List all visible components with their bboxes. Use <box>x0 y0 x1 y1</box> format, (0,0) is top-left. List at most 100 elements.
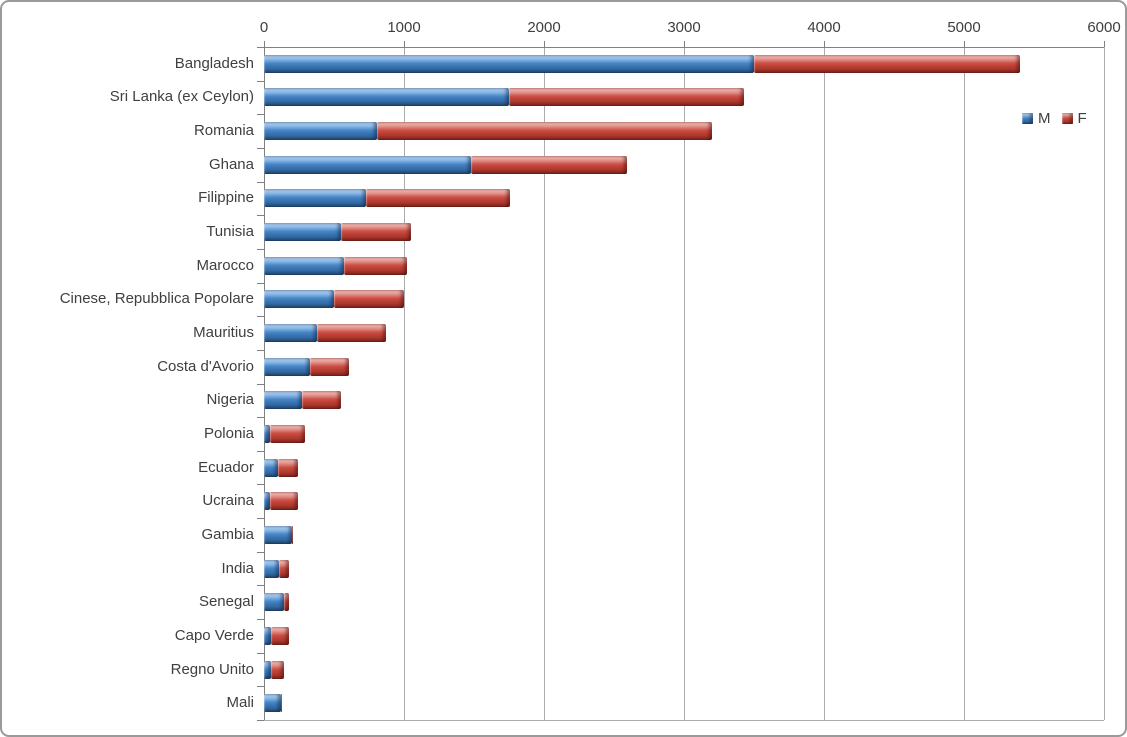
bar-segment-m <box>264 155 472 174</box>
gridline-4000 <box>824 47 825 720</box>
y-axis-tick <box>257 720 264 721</box>
bar-segment-m <box>264 626 271 645</box>
bar-segment-m <box>264 525 292 544</box>
y-axis-tick <box>257 518 264 520</box>
bar-segment-m <box>264 391 302 410</box>
x-axis-tick <box>404 41 405 47</box>
category-label: Regno Unito <box>170 660 254 678</box>
category-label: Bangladesh <box>174 54 254 72</box>
category-label: Mali <box>226 694 254 712</box>
category-label: Cinese, Repubblica Popolare <box>59 290 254 308</box>
bar-segment-f <box>292 525 294 544</box>
bar-segment-m <box>264 324 318 343</box>
bar-segment-f <box>334 290 404 309</box>
bar-segment-m <box>264 189 367 208</box>
bar-segment-f <box>341 223 411 242</box>
bar-segment-f <box>271 626 290 645</box>
bar-segment-m <box>264 458 278 477</box>
y-axis-tick <box>257 652 264 654</box>
gridline-3000 <box>684 47 685 720</box>
bar-segment-m <box>264 122 378 141</box>
gridline-5000 <box>964 47 965 720</box>
bar-segment-m <box>264 660 271 679</box>
x-tick-label: 3000 <box>667 19 701 36</box>
y-axis-tick <box>257 417 264 419</box>
category-label: Marocco <box>196 256 254 274</box>
bar-segment-m <box>264 357 311 376</box>
category-label: Ucraina <box>202 492 254 510</box>
category-label: Capo Verde <box>174 626 254 644</box>
y-axis-tick <box>257 114 264 116</box>
category-label: India <box>221 559 254 577</box>
gridline-2000 <box>544 47 545 720</box>
category-label: Ghana <box>208 155 254 173</box>
x-tick-label: 2000 <box>527 19 561 36</box>
bar-segment-f <box>366 189 511 208</box>
bar-segment-m <box>264 223 341 242</box>
x-axis-tick <box>824 41 825 47</box>
y-axis-tick <box>257 248 264 250</box>
category-label: Filippine <box>198 189 254 207</box>
category-label: Nigeria <box>206 391 254 409</box>
bar-segment-m <box>264 256 344 275</box>
y-axis-tick <box>257 215 264 217</box>
category-label: Senegal <box>198 593 254 611</box>
bar-segment-f <box>317 324 386 343</box>
category-label: Romania <box>193 122 254 140</box>
y-axis-line <box>264 47 265 720</box>
x-tick-label: 6000 <box>1087 19 1121 36</box>
bar-segment-f <box>283 593 290 612</box>
gridline-1000 <box>404 47 405 720</box>
bar-segment-f <box>377 122 712 141</box>
y-axis-tick <box>257 349 264 351</box>
x-axis-tick <box>964 41 965 47</box>
bar-segment-m <box>264 559 280 578</box>
gridline-6000 <box>1104 47 1105 720</box>
bar-segment-f <box>269 492 298 511</box>
bar-segment-f <box>310 357 350 376</box>
x-tick-label: 1000 <box>387 19 421 36</box>
bar-segment-m <box>264 54 754 73</box>
y-axis-tick <box>257 484 264 486</box>
bar-segment-f <box>279 559 290 578</box>
y-axis-tick <box>257 383 264 385</box>
y-axis-tick <box>257 686 264 688</box>
bar-segment-m <box>264 694 281 713</box>
category-label: Mauritius <box>193 324 254 342</box>
x-axis-tick <box>264 41 265 47</box>
plot-bottom-line <box>264 720 1104 721</box>
x-axis-line <box>264 47 1104 48</box>
x-tick-label: 0 <box>259 19 269 36</box>
y-axis-tick <box>257 619 264 621</box>
category-label: Costa d'Avorio <box>157 357 254 375</box>
bar-segment-f <box>343 256 407 275</box>
legend-marker-m <box>1022 113 1033 124</box>
y-axis-tick <box>257 316 264 318</box>
x-axis-tick <box>544 41 545 47</box>
bar-segment-f <box>271 660 284 679</box>
legend-label-m: M <box>1038 110 1051 127</box>
y-axis-tick <box>257 181 264 183</box>
y-axis-tick <box>257 450 264 452</box>
category-label: Tunisia <box>206 223 254 241</box>
legend-label-f: F <box>1077 110 1087 127</box>
category-label: Polonia <box>203 424 254 442</box>
bar-segment-f <box>471 155 627 174</box>
bar-segment-f <box>509 88 745 107</box>
category-label: Ecuador <box>198 458 254 476</box>
x-tick-label: 4000 <box>807 19 841 36</box>
bar-segment-m <box>264 88 509 107</box>
y-axis-tick <box>257 585 264 587</box>
bar-segment-f <box>754 54 1020 73</box>
bar-segment-m <box>264 492 270 511</box>
bar-segment-f <box>269 424 305 443</box>
bar-segment-m <box>264 290 334 309</box>
bar-segment-m <box>264 424 270 443</box>
y-axis-tick <box>257 551 264 553</box>
x-tick-label: 5000 <box>947 19 981 36</box>
bar-segment-f <box>280 694 283 713</box>
category-label: Sri Lanka (ex Ceylon) <box>109 88 254 106</box>
bar-segment-f <box>278 458 298 477</box>
x-axis-tick <box>1104 41 1105 47</box>
